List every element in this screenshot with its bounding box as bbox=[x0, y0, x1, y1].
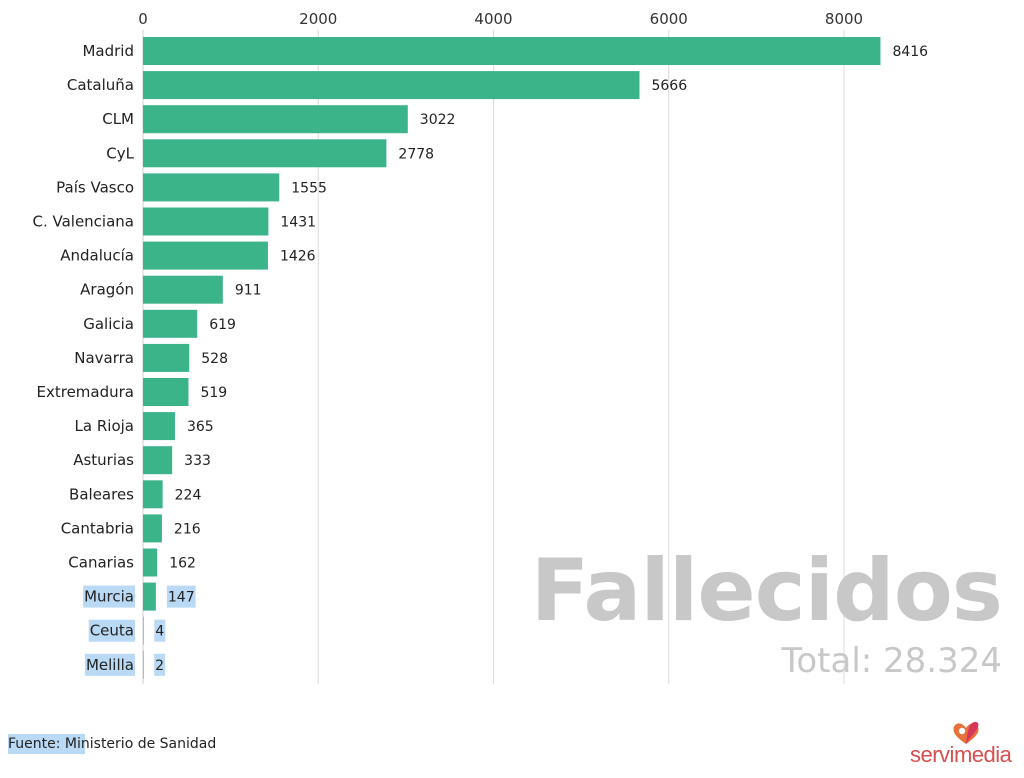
bar-baleares bbox=[143, 480, 163, 509]
highlight-melilla-value bbox=[154, 653, 166, 676]
highlight-murcia-label bbox=[83, 585, 135, 608]
value-label-madrid: 8416 bbox=[892, 44, 928, 60]
x-tick-label-4000: 4000 bbox=[474, 10, 512, 28]
value-label-canarias: 162 bbox=[169, 556, 196, 572]
highlight-ceuta-value bbox=[154, 619, 166, 642]
value-label-baleares: 224 bbox=[175, 487, 202, 503]
value-label-murcia: 147 bbox=[168, 590, 195, 606]
x-tick-label-0: 0 bbox=[138, 10, 148, 28]
watermark-title: Fallecidos bbox=[530, 541, 1003, 641]
highlight-murcia-value bbox=[166, 585, 196, 608]
bar-ceuta bbox=[143, 616, 144, 645]
bar-clm bbox=[143, 105, 408, 134]
value-label-cyl: 2778 bbox=[398, 146, 434, 162]
source-text: Fuente: Ministerio de Sanidad bbox=[8, 736, 217, 752]
category-label-cataluna: Cataluña bbox=[67, 76, 134, 94]
category-label-melilla: Melilla bbox=[86, 656, 134, 674]
label-highlights bbox=[83, 585, 196, 676]
bar-cantabria bbox=[143, 514, 162, 543]
bars bbox=[143, 37, 881, 679]
bar-andalucia bbox=[143, 241, 268, 270]
value-label-asturias: 333 bbox=[184, 453, 211, 469]
category-label-clm: CLM bbox=[102, 110, 134, 128]
highlight-ceuta-label bbox=[88, 619, 135, 642]
bar-galicia bbox=[143, 309, 198, 338]
value-labels: 8416 5666 3022 2778 1555 1431 1426 911 619 528 519… bbox=[155, 44, 928, 674]
category-label-aragon: Aragón bbox=[80, 281, 134, 299]
value-label-navarra: 528 bbox=[201, 351, 228, 367]
bar-murcia bbox=[143, 582, 156, 611]
bar-madrid bbox=[143, 37, 881, 65]
bar-cataluna bbox=[143, 71, 640, 100]
bar-aragon bbox=[143, 275, 223, 304]
x-tick-label-6000: 6000 bbox=[650, 10, 688, 28]
value-label-extremadura: 519 bbox=[200, 385, 227, 401]
value-label-pais-vasco: 1555 bbox=[291, 180, 327, 196]
value-label-cataluna: 5666 bbox=[651, 78, 687, 94]
bar-cyl bbox=[143, 139, 387, 168]
x-axis-ticks: 0 2000 4000 6000 8000 bbox=[138, 10, 863, 28]
category-label-murcia: Murcia bbox=[84, 588, 134, 606]
highlight-melilla-label bbox=[84, 653, 135, 676]
category-label-extremadura: Extremadura bbox=[37, 383, 135, 401]
category-label-ceuta: Ceuta bbox=[90, 622, 134, 640]
servimedia-logo: servimedia bbox=[906, 720, 1012, 768]
category-labels: Madrid Cataluña CLM CyL País Vasco C. Valenci… bbox=[32, 42, 134, 674]
category-label-c-valenciana: C. Valenciana bbox=[32, 213, 134, 231]
category-label-cyl: CyL bbox=[106, 144, 134, 162]
x-tick-label-2000: 2000 bbox=[299, 10, 337, 28]
value-label-la-rioja: 365 bbox=[187, 419, 214, 435]
value-label-andalucia: 1426 bbox=[280, 249, 316, 265]
bar-chart: 0 2000 4000 6000 8000 Madrid Cataluña CLM CyL Pa… bbox=[32, 10, 928, 684]
category-label-andalucia: Andalucía bbox=[60, 247, 134, 265]
bar-pais-vasco bbox=[143, 173, 280, 202]
bar-melilla bbox=[143, 650, 144, 679]
x-tick-label-8000: 8000 bbox=[825, 10, 863, 28]
category-label-baleares: Baleares bbox=[69, 485, 134, 503]
category-label-galicia: Galicia bbox=[83, 315, 134, 333]
category-label-cantabria: Cantabria bbox=[61, 519, 134, 537]
bar-navarra bbox=[143, 343, 190, 372]
bar-asturias bbox=[143, 446, 173, 475]
category-label-la-rioja: La Rioja bbox=[75, 417, 134, 435]
value-label-melilla: 2 bbox=[155, 658, 164, 674]
bar-canarias bbox=[143, 548, 158, 577]
value-label-ceuta: 4 bbox=[155, 624, 164, 640]
bar-la-rioja bbox=[143, 412, 175, 441]
bar-c-valenciana bbox=[143, 207, 269, 236]
value-label-clm: 3022 bbox=[420, 112, 456, 128]
category-label-asturias: Asturias bbox=[73, 451, 134, 469]
value-label-cantabria: 216 bbox=[174, 521, 201, 537]
value-label-aragon: 911 bbox=[235, 283, 262, 299]
category-label-madrid: Madrid bbox=[82, 42, 134, 60]
servimedia-logo-icon bbox=[953, 721, 979, 744]
category-label-pais-vasco: País Vasco bbox=[56, 178, 134, 196]
category-label-navarra: Navarra bbox=[74, 349, 134, 367]
source-note: Fuente: Ministerio de Sanidad bbox=[8, 734, 217, 754]
value-label-c-valenciana: 1431 bbox=[280, 215, 316, 231]
bar-extremadura bbox=[143, 378, 189, 406]
logo-text: servimedia bbox=[910, 742, 1012, 767]
category-label-canarias: Canarias bbox=[68, 554, 134, 572]
watermark-total: Total: 28.324 bbox=[781, 641, 1002, 681]
value-label-galicia: 619 bbox=[209, 317, 236, 333]
